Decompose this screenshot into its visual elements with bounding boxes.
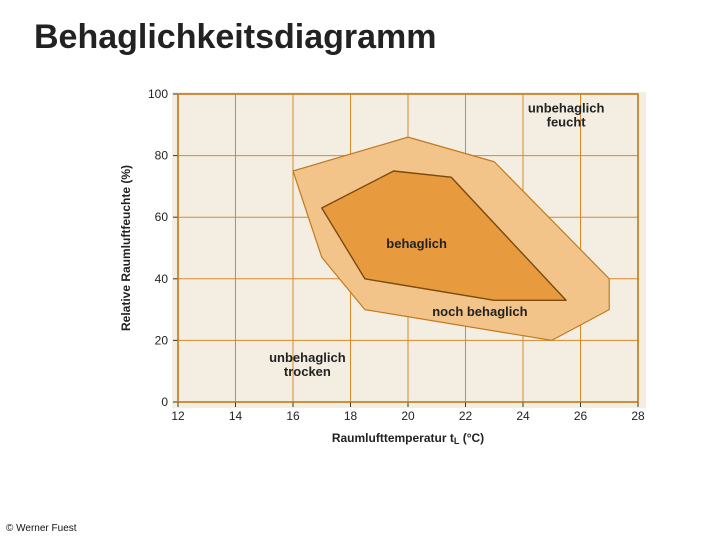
svg-text:20: 20 [401, 409, 415, 423]
svg-text:unbehaglich: unbehaglich [528, 100, 605, 115]
svg-text:22: 22 [459, 409, 473, 423]
chart-svg: noch behaglichbehaglichunbehaglichfeucht… [110, 86, 650, 456]
svg-text:100: 100 [148, 87, 168, 101]
svg-text:14: 14 [229, 409, 243, 423]
svg-text:unbehaglich: unbehaglich [269, 350, 346, 365]
svg-text:behaglich: behaglich [386, 236, 447, 251]
svg-text:26: 26 [574, 409, 588, 423]
svg-text:24: 24 [516, 409, 530, 423]
svg-text:18: 18 [344, 409, 358, 423]
slide-root: Behaglichkeitsdiagramm noch behaglich beh… [0, 0, 720, 540]
svg-text:feucht: feucht [547, 114, 587, 129]
svg-text:40: 40 [155, 272, 169, 286]
svg-text:16: 16 [286, 409, 300, 423]
credit-text: © Werner Fuest [6, 523, 77, 534]
svg-text:60: 60 [155, 210, 169, 224]
comfort-chart: noch behaglichbehaglichunbehaglichfeucht… [110, 86, 650, 456]
svg-text:80: 80 [155, 149, 169, 163]
svg-text:Raumlufttemperatur tL (°C): Raumlufttemperatur tL (°C) [332, 431, 484, 446]
svg-text:trocken: trocken [284, 364, 331, 379]
svg-text:0: 0 [161, 395, 168, 409]
svg-text:noch behaglich: noch behaglich [432, 304, 527, 319]
svg-text:20: 20 [155, 333, 169, 347]
svg-text:Relative Raumluftfeuchte (%): Relative Raumluftfeuchte (%) [119, 165, 133, 331]
svg-text:28: 28 [631, 409, 645, 423]
svg-text:12: 12 [171, 409, 185, 423]
slide-title: Behaglichkeitsdiagramm [34, 18, 436, 57]
